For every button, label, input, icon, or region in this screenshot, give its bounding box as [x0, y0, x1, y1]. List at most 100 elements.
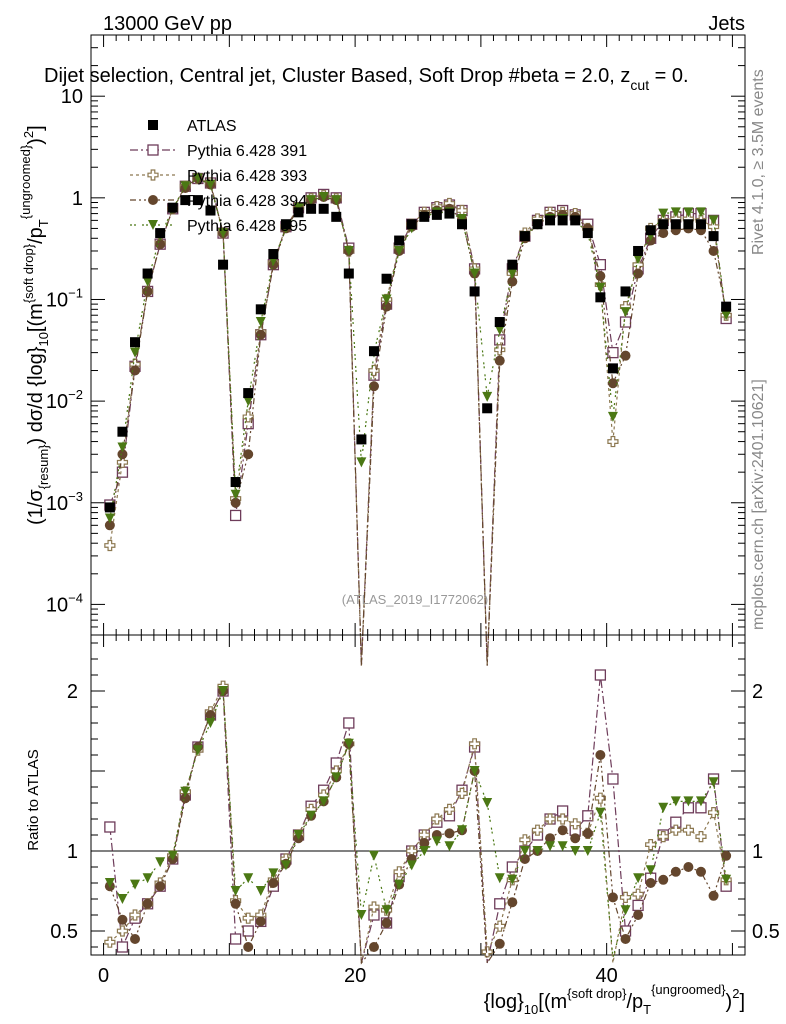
ratio-point: [457, 825, 468, 836]
ratio-point: [230, 886, 241, 896]
legend-entry: Pythia 6.428 391: [130, 143, 307, 160]
data-point: [406, 219, 417, 230]
data-point: [293, 207, 304, 218]
ratio-point: [682, 824, 695, 836]
title-sub: cut: [630, 77, 649, 93]
y-tick-label-ratio-right: 0.5: [752, 921, 780, 943]
header-right: Jets: [708, 13, 745, 35]
ratio-point: [368, 901, 380, 913]
legend-marker: [148, 220, 158, 230]
ratio-point: [318, 796, 329, 807]
data-point: [142, 286, 153, 297]
data-point: [595, 282, 606, 293]
data-point: [331, 195, 342, 206]
data-point: [482, 391, 493, 402]
data-point: [595, 292, 606, 303]
legend-entry: Pythia 6.428 394: [130, 193, 307, 210]
ratio-point: [443, 803, 456, 815]
legend-marker: [148, 195, 158, 205]
ratio-point: [519, 834, 531, 846]
y-tick-label-upper: 10−4: [46, 590, 83, 616]
data-point: [381, 294, 392, 305]
data-point: [457, 213, 468, 224]
data-point: [619, 316, 632, 328]
data-point: [645, 225, 656, 236]
ratio-line: [109, 683, 727, 964]
ratio-point: [268, 878, 279, 888]
ratio-point: [229, 933, 242, 945]
ratio-pythia-6-428-395: [104, 686, 732, 959]
y-tick-label-upper: 10−2: [46, 387, 83, 413]
data-point: [205, 205, 216, 216]
ratio-point: [381, 905, 392, 916]
ratio-point: [607, 773, 619, 785]
data-point: [494, 355, 505, 366]
data-point: [243, 396, 254, 407]
ratio-point: [444, 841, 455, 852]
svg-text:(1/σ{resum}) dσ/d {log}10[(m{s: (1/σ{resum}) dσ/d {log}10[(m{soft drop}/…: [18, 125, 51, 525]
title-main: Dijet selection, Central jet, Cluster Ba…: [44, 65, 630, 87]
data-point: [255, 304, 266, 315]
ratio-point: [242, 912, 254, 924]
ratio-point: [721, 874, 732, 885]
data-point: [117, 426, 128, 437]
rivet-info: Rivet 4.1.0, ≥ 3.5M events: [750, 69, 767, 255]
data-point: [494, 325, 505, 336]
y-tick-label-ratio-left: 2: [67, 681, 78, 703]
y-tick-label-upper: 1: [72, 188, 83, 210]
data-point: [343, 268, 354, 279]
data-point: [607, 435, 619, 448]
data-point: [658, 208, 669, 219]
xlabel-part-9: 2: [732, 986, 739, 1001]
ratio-point: [683, 796, 694, 807]
ratio-point: [381, 918, 392, 928]
data-point: [117, 449, 128, 460]
data-point: [104, 520, 115, 531]
xlabel-part-6: T: [643, 1002, 651, 1017]
ratio-point: [708, 890, 719, 901]
data-point: [243, 388, 254, 399]
data-point: [104, 539, 116, 552]
ratio-point: [142, 898, 153, 909]
data-point: [695, 219, 706, 230]
data-point: [620, 350, 631, 361]
ratio-point: [507, 874, 518, 885]
data-point: [582, 228, 593, 239]
ratio-point: [607, 892, 618, 903]
data-point: [394, 235, 405, 246]
ratio-point: [104, 878, 115, 888]
data-point: [268, 249, 279, 260]
legend-label: Pythia 6.428 393: [187, 168, 307, 185]
ratio-pythia-6-428-393: [104, 680, 732, 964]
ratio-point: [557, 825, 568, 836]
legend-marker: [148, 120, 158, 130]
data-point: [117, 442, 128, 453]
x-tick-label: 40: [596, 965, 618, 987]
legend-entry: Pythia 6.428 393: [130, 168, 307, 185]
data-point: [683, 207, 694, 218]
data-point: [130, 365, 141, 376]
y-tick-label-upper: 10−3: [46, 489, 83, 515]
data-point: [218, 228, 229, 239]
legend-label: Pythia 6.428 391: [187, 143, 307, 160]
ratio-point: [594, 669, 607, 681]
ratio-point: [670, 866, 681, 877]
data-point: [607, 411, 618, 422]
legend: ATLAS Pythia 6.428 391 Pythia 6.428 393 Pyt…: [130, 118, 307, 235]
ratio-point: [658, 802, 669, 813]
data-point: [167, 202, 178, 213]
data-point: [229, 509, 242, 522]
xlabel-part-5: /p: [626, 991, 643, 1013]
data-point: [306, 195, 317, 206]
data-point: [607, 346, 619, 359]
data-point: [242, 411, 254, 423]
ratio-point: [192, 745, 203, 756]
ratio-point: [419, 846, 430, 856]
ratio-point: [633, 910, 644, 920]
ratio-point: [569, 818, 581, 830]
ratio-point: [645, 878, 656, 888]
header-left: 13000 GeV pp: [103, 13, 232, 35]
data-point: [683, 219, 694, 230]
data-point: [155, 228, 166, 239]
data-point: [368, 381, 379, 392]
